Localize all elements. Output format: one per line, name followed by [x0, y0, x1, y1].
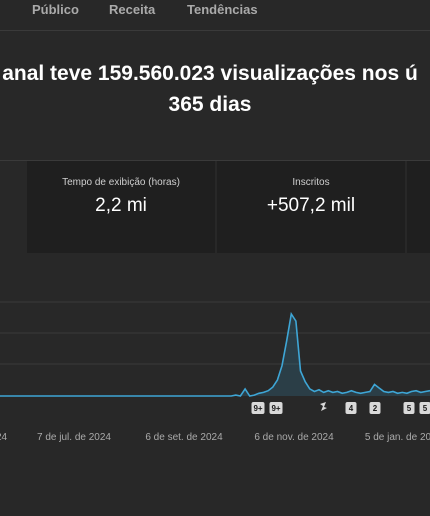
content-marker-badge[interactable]: 2 — [369, 402, 381, 414]
subscribers-value: +507,2 mil — [266, 195, 356, 216]
views-line[interactable] — [0, 311, 430, 397]
content-marker-badge[interactable]: 9+ — [269, 402, 283, 414]
svg-text:2: 2 — [373, 404, 378, 413]
svg-text:4: 4 — [349, 404, 354, 413]
svg-text:9+: 9+ — [271, 404, 280, 413]
content-marker-badge[interactable]: 4 — [345, 402, 357, 414]
gridlines — [0, 301, 430, 365]
subscribers-label: Inscritos — [292, 177, 330, 188]
divider — [0, 160, 430, 161]
views-area — [0, 314, 430, 396]
svg-text:5: 5 — [407, 404, 412, 413]
x-axis-labels: 24 7 de jul. de 2024 6 de set. de 2024 6 de… — [0, 432, 430, 443]
watch-time-value: 2,2 mi — [95, 195, 147, 216]
headline-line-2: 365 dias — [168, 93, 252, 116]
tab-receita[interactable]: Receita — [109, 2, 156, 17]
next-metric-card[interactable] — [407, 161, 430, 253]
x-tick-label: 7 de jul. de 2024 — [37, 432, 111, 443]
page-headline: anal teve 159.560.023 visualizações nos … — [0, 58, 430, 120]
content-marker-badge[interactable]: 9+ — [251, 402, 265, 414]
content-marker-badge[interactable]: 5 — [419, 402, 430, 414]
x-tick-label: 6 de nov. de 2024 — [254, 432, 334, 443]
watch-time-label: Tempo de exibição (horas) — [62, 177, 180, 188]
tab-bar: Público Receita Tendências — [0, 0, 430, 31]
svg-text:9+: 9+ — [253, 404, 262, 413]
x-tick-label: 24 — [0, 432, 8, 443]
headline-line-1: anal teve 159.560.023 visualizações nos … — [2, 62, 418, 85]
shorts-icon[interactable] — [320, 402, 327, 411]
content-markers: 9+ 9+ 4 2 5 5 — [251, 402, 430, 414]
tab-tendencias[interactable]: Tendências — [187, 2, 258, 17]
svg-text:5: 5 — [423, 404, 428, 413]
watch-time-card[interactable]: Tempo de exibição (horas) 2,2 mi — [27, 161, 215, 253]
content-marker-badge[interactable]: 5 — [403, 402, 415, 414]
tab-publico[interactable]: Público — [32, 2, 79, 17]
x-tick-label: 6 de set. de 2024 — [145, 432, 223, 443]
subscribers-card[interactable]: Inscritos +507,2 mil — [217, 161, 405, 253]
x-tick-label: 5 de jan. de 20 — [365, 432, 430, 443]
views-chart: 9+ 9+ 4 2 5 5 24 7 de jul. de 2024 6 de set. de… — [0, 301, 430, 443]
